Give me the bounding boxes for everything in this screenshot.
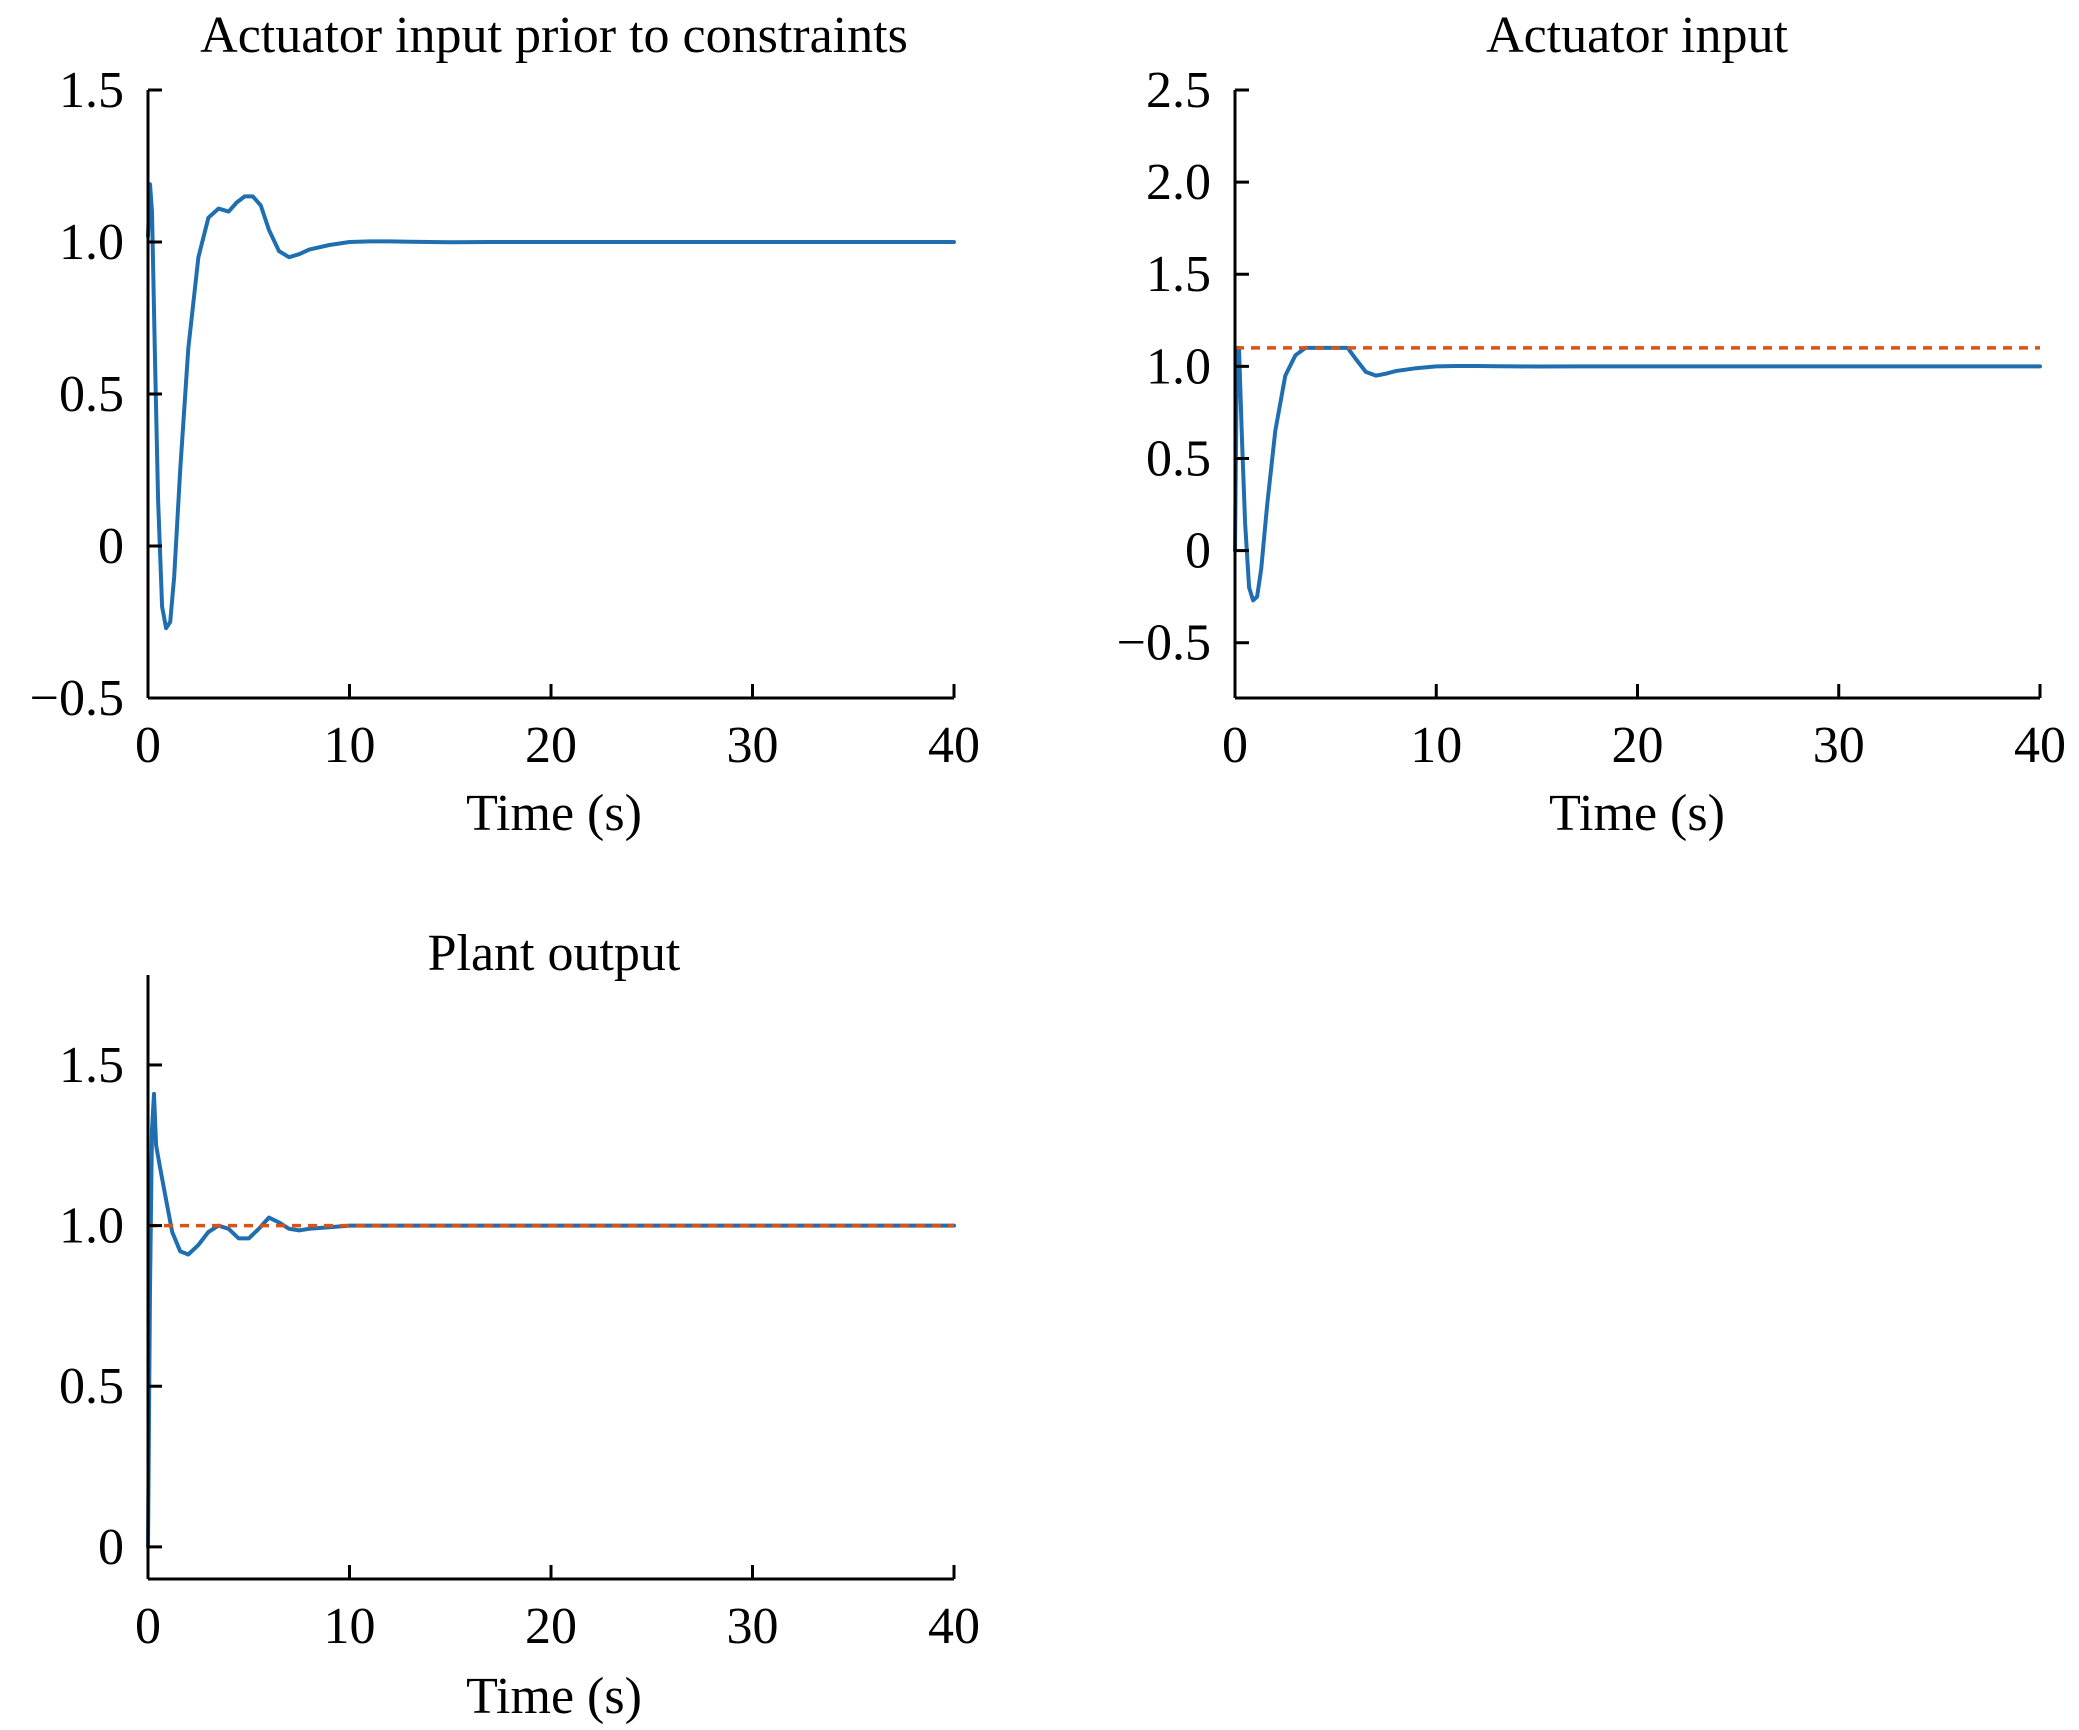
y-tick-label: 0.5 — [59, 1358, 124, 1415]
y-tick-label: 2.0 — [1146, 154, 1211, 211]
panel-title: Actuator input — [1486, 7, 1788, 64]
x-tick-label: 0 — [1222, 717, 1248, 774]
y-tick-label: −0.5 — [1117, 615, 1211, 672]
x-tick-label: 30 — [727, 717, 779, 774]
panel-title: Actuator input prior to constraints — [200, 7, 908, 64]
axes: 0 10 20 30 40 0 0.5 1.0 1.5 — [59, 975, 980, 1655]
x-axis-label: Time (s) — [466, 785, 642, 842]
x-tick-label: 10 — [324, 1598, 376, 1655]
x-tick-label: 30 — [1813, 717, 1865, 774]
y-tick-label: 0 — [1185, 523, 1211, 580]
y-tick-label: 1.0 — [59, 1198, 124, 1255]
panel-plant-output: Plant output 0 10 20 30 40 0 0.5 1.0 1.5 Time (s… — [59, 925, 980, 1725]
panel-title: Plant output — [428, 925, 681, 982]
x-tick-label: 10 — [324, 717, 376, 774]
x-axis-label: Time (s) — [466, 1668, 642, 1725]
x-tick-label: 40 — [928, 717, 980, 774]
axes: 0 10 20 30 40−0.500.51.01.52.02.5 — [1117, 62, 2066, 774]
panel-actuator-input: Actuator input 0 10 20 30 40−0.500.51.01.52.… — [1117, 7, 2066, 842]
x-tick-label: 20 — [525, 717, 577, 774]
response-line — [146, 182, 956, 631]
x-tick-label: 10 — [1410, 717, 1462, 774]
panel-actuator-input-prior: Actuator input prior to constraints 0 10 2… — [30, 7, 980, 842]
y-tick-label: 0 — [98, 518, 124, 575]
y-tick-label: 1.5 — [1146, 246, 1211, 303]
y-tick-label: 1.0 — [59, 214, 124, 271]
x-tick-label: 20 — [525, 1598, 577, 1655]
x-tick-label: 20 — [1612, 717, 1664, 774]
x-tick-label: 30 — [727, 1598, 779, 1655]
plot-area — [146, 182, 956, 631]
y-tick-label: 0.5 — [59, 366, 124, 423]
x-tick-label: 0 — [135, 1598, 161, 1655]
plot-area — [1233, 345, 2042, 603]
y-tick-label: 1.5 — [59, 1037, 124, 1094]
y-tick-label: 1.0 — [1146, 338, 1211, 395]
x-axis-label: Time (s) — [1549, 785, 1725, 842]
x-tick-label: 0 — [135, 717, 161, 774]
y-tick-label: 2.5 — [1146, 62, 1211, 119]
x-tick-label: 40 — [928, 1598, 980, 1655]
y-tick-label: −0.5 — [30, 670, 124, 727]
axes: 0 10 20 30 40−0.500.51.01.5 — [30, 62, 980, 774]
response-line — [146, 1091, 956, 1549]
y-tick-label: 0 — [98, 1519, 124, 1576]
x-tick-label: 40 — [2014, 717, 2066, 774]
y-tick-label: 0.5 — [1146, 430, 1211, 487]
y-tick-label: 1.5 — [59, 62, 124, 119]
response-line — [1233, 345, 2042, 603]
plot-area — [146, 1091, 956, 1549]
